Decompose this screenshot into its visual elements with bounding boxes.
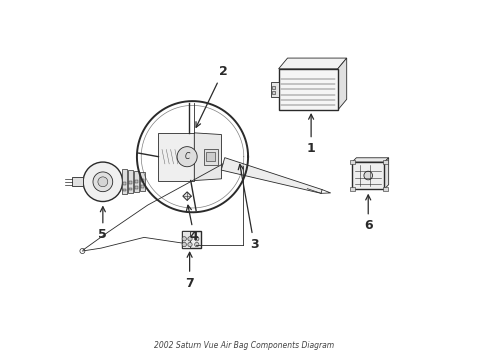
Bar [122,189,125,192]
Bar [349,187,354,191]
Polygon shape [337,58,346,110]
Bar [271,86,274,89]
Bar [135,180,138,183]
Bar [270,82,278,96]
Bar [141,179,144,182]
Polygon shape [384,158,388,189]
Bar [206,152,215,161]
Bar [135,186,138,189]
Circle shape [194,242,199,247]
Bar [349,160,354,164]
Text: 2002 Saturn Vue Air Bag Components Diagram: 2002 Saturn Vue Air Bag Components Diagr… [154,341,334,350]
Circle shape [194,237,199,241]
Circle shape [80,248,85,253]
Bar [128,170,133,193]
Circle shape [98,177,107,187]
Text: 6: 6 [363,195,372,233]
Text: 4: 4 [186,205,198,243]
Circle shape [177,147,197,167]
Bar [182,231,201,248]
Bar [134,171,139,192]
Bar [182,231,189,248]
Text: 2: 2 [196,65,227,127]
Bar [128,181,132,184]
Bar [203,149,217,165]
Circle shape [182,242,186,247]
Text: C: C [184,152,189,161]
Circle shape [93,172,112,192]
Polygon shape [158,133,194,180]
Text: 1: 1 [306,114,315,156]
Text: 5: 5 [98,207,107,242]
Polygon shape [221,158,322,193]
Bar [140,172,145,191]
Polygon shape [351,158,388,162]
Text: 3: 3 [238,165,258,251]
Bar [382,187,387,191]
Circle shape [182,237,186,241]
Polygon shape [278,58,346,69]
Circle shape [187,242,192,247]
Polygon shape [183,192,191,201]
Circle shape [83,162,122,202]
Bar [382,160,387,164]
Bar [72,177,83,186]
Bar [122,182,125,185]
Polygon shape [194,133,221,180]
Bar [122,169,126,194]
Circle shape [363,171,372,180]
Bar [271,91,274,94]
Bar [278,69,337,110]
Bar [351,162,384,189]
Bar [141,185,144,188]
Text: 7: 7 [185,252,194,290]
Circle shape [187,237,192,241]
Bar [128,188,132,190]
